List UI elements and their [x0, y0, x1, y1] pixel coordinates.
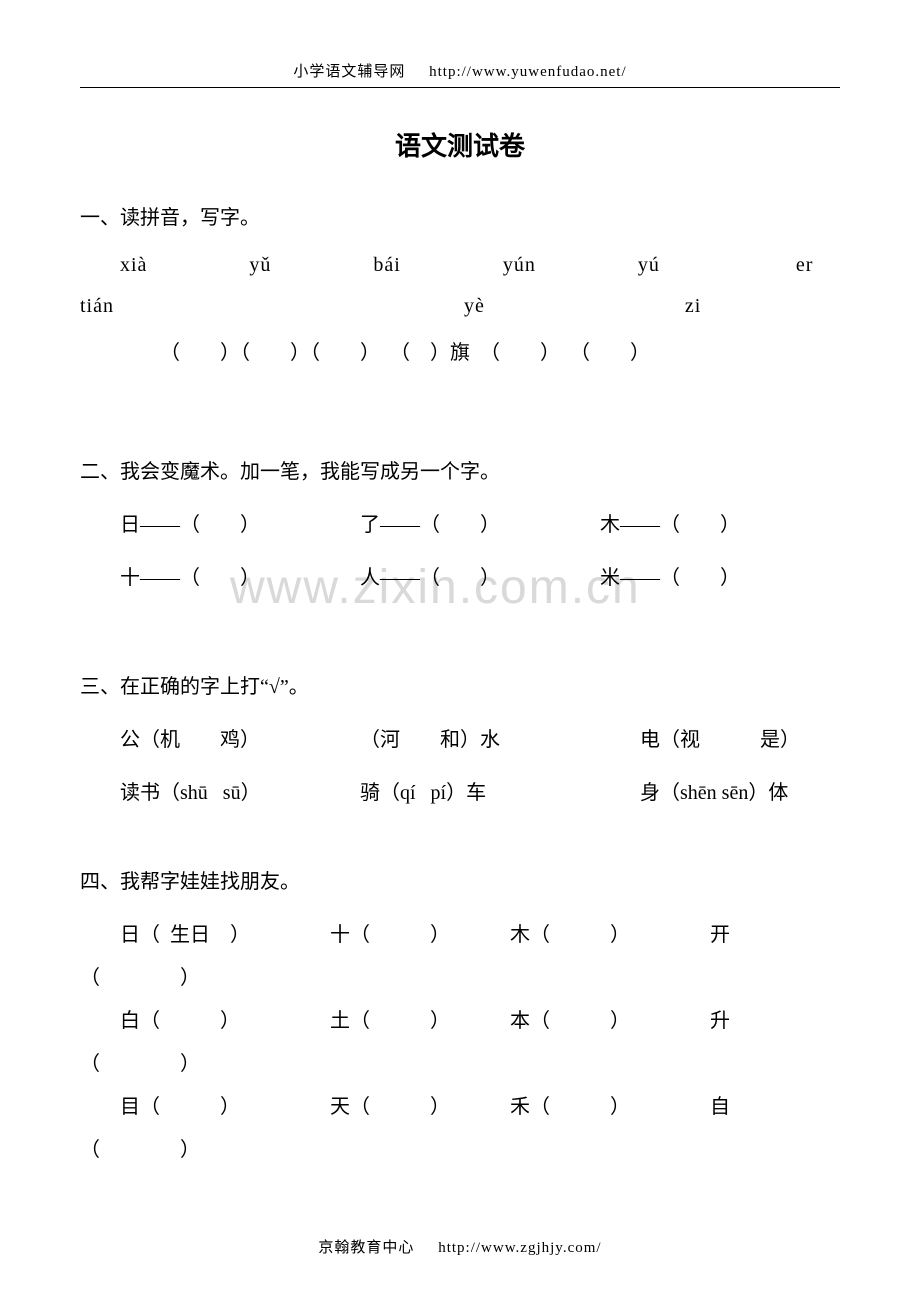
q4-item: 本（ ） [510, 1004, 710, 1033]
q2-item: 十——（ ） [120, 561, 360, 590]
q4-heading: 四、我帮字娃娃找朋友。 [80, 865, 840, 894]
q3-row-1: 公（机 鸡） （河 和）水 电（视 是） [80, 723, 840, 752]
q2-item: 木——（ ） [600, 508, 840, 537]
q2-row-2: 十——（ ） 人——（ ） 米——（ ） [80, 561, 840, 590]
q4-item: 开 [710, 918, 840, 947]
q4-item: 日（ 生日 ） [120, 918, 330, 947]
q4-row-2: 白（ ） 土（ ） 本（ ） 升 [80, 1004, 840, 1033]
q2-item: 米——（ ） [600, 561, 840, 590]
q1-pinyin-line-1: xià yǔ bái yún yú er shēng qí shuǐ [80, 254, 840, 277]
q2-item: 人——（ ） [360, 561, 600, 590]
q1-answer-parentheses: （ ）（ ）（ ） （ ）旗 （ ） （ ） [80, 336, 840, 365]
footer-org-label: 京翰教育中心 [318, 1240, 414, 1256]
q1-heading: 一、读拼音，写字。 [80, 201, 840, 230]
q1-pinyin-line-2: tián yè zi [80, 295, 840, 318]
page-footer: 京翰教育中心 http://www.zgjhjy.com/ [0, 1236, 920, 1257]
q3-item: 公（机 鸡） [120, 723, 360, 752]
q3-item: （河 和）水 [360, 723, 640, 752]
q4-row-3: 目（ ） 天（ ） 禾（ ） 自 [80, 1090, 840, 1119]
q4-item: 升 [710, 1004, 840, 1033]
q4-item: 木（ ） [510, 918, 710, 947]
document-title: 语文测试卷 [80, 126, 840, 163]
q2-item: 日——（ ） [120, 508, 360, 537]
q3-item: 电（视 是） [640, 723, 840, 752]
q2-item: 了——（ ） [360, 508, 600, 537]
q3-heading: 三、在正确的字上打“√”。 [80, 670, 840, 699]
q4-item: 天（ ） [330, 1090, 510, 1119]
q3-item: 身（shēn sēn）体 [640, 776, 840, 805]
q4-row-2-cont: （ ） [80, 1047, 840, 1076]
q3-row-2: 读书（shū sū） 骑（qí pí）车 身（shēn sēn）体 [80, 776, 840, 805]
header-rule [80, 87, 840, 88]
q4-row-3-cont: （ ） [80, 1133, 840, 1162]
q4-item: 十（ ） [330, 918, 510, 947]
header-site-label: 小学语文辅导网 [293, 64, 405, 80]
q3-item: 读书（shū sū） [120, 776, 360, 805]
q4-item: 目（ ） [120, 1090, 330, 1119]
q4-row-1: 日（ 生日 ） 十（ ） 木（ ） 开 [80, 918, 840, 947]
q4-item: 土（ ） [330, 1004, 510, 1033]
footer-org-url: http://www.zgjhjy.com/ [438, 1240, 601, 1256]
q2-heading: 二、我会变魔术。加一笔，我能写成另一个字。 [80, 455, 840, 484]
q2-row-1: 日——（ ） 了——（ ） 木——（ ） [80, 508, 840, 537]
q4-item: 白（ ） [120, 1004, 330, 1033]
q4-item: 自 [710, 1090, 840, 1119]
page-header: 小学语文辅导网 http://www.yuwenfudao.net/ [80, 60, 840, 81]
q4-item: 禾（ ） [510, 1090, 710, 1119]
header-site-url: http://www.yuwenfudao.net/ [429, 64, 627, 80]
q4-row-1-cont: （ ） [80, 961, 840, 990]
q3-item: 骑（qí pí）车 [360, 776, 640, 805]
